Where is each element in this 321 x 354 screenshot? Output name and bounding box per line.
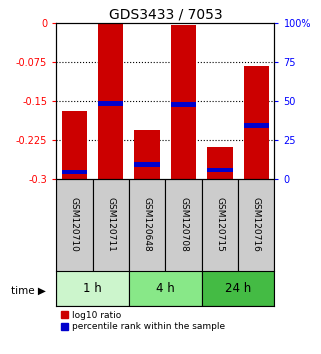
Text: time ▶: time ▶ [11, 285, 46, 295]
Text: GSM120715: GSM120715 [215, 197, 224, 252]
Bar [98, 24, 124, 179]
Bar [98, 101, 124, 106]
Bar [62, 111, 87, 179]
Bar [171, 24, 196, 179]
Title: GDS3433 / 7053: GDS3433 / 7053 [108, 8, 222, 22]
Bar [134, 162, 160, 167]
Bar [244, 65, 269, 179]
Bar [56, 179, 92, 271]
Bar [171, 102, 196, 107]
Text: 4 h: 4 h [156, 282, 175, 295]
Bar [202, 179, 238, 271]
Legend: log10 ratio, percentile rank within the sample: log10 ratio, percentile rank within the … [57, 307, 229, 335]
Bar [207, 167, 233, 172]
Bar [62, 170, 87, 175]
Bar [56, 271, 129, 306]
Text: GSM120648: GSM120648 [143, 198, 152, 252]
Text: GSM120710: GSM120710 [70, 197, 79, 252]
Text: GSM120708: GSM120708 [179, 197, 188, 252]
Bar [207, 147, 233, 179]
Bar [129, 179, 165, 271]
Text: 24 h: 24 h [225, 282, 251, 295]
Bar [244, 123, 269, 128]
Bar [129, 271, 202, 306]
Text: 1 h: 1 h [83, 282, 102, 295]
Bar [202, 271, 274, 306]
Bar [238, 179, 274, 271]
Bar [165, 179, 202, 271]
Text: GSM120716: GSM120716 [252, 197, 261, 252]
Bar [92, 179, 129, 271]
Bar [134, 131, 160, 179]
Text: GSM120711: GSM120711 [106, 197, 115, 252]
